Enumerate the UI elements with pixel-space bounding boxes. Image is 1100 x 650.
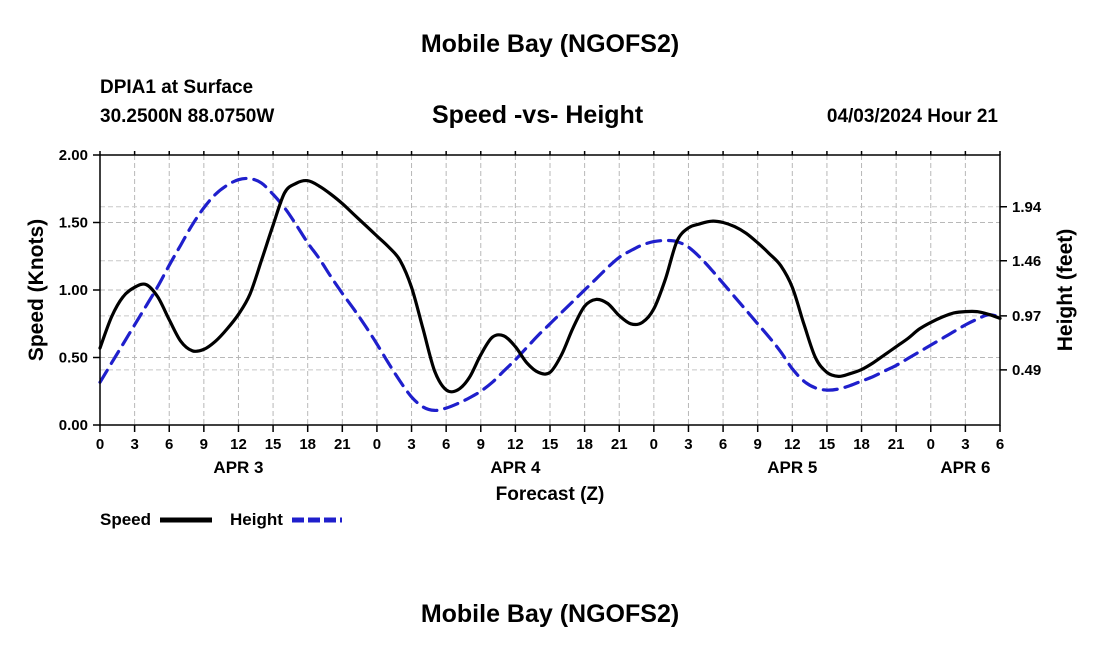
x-tick-label: 18: [576, 436, 593, 453]
y2-tick-label: 1.94: [1012, 199, 1042, 216]
y2-tick-label: 0.49: [1012, 362, 1041, 379]
y-axis-label: Speed (Knots): [25, 219, 48, 361]
x-axis-label: Forecast (Z): [496, 484, 605, 505]
y-tick-label: 2.00: [59, 147, 88, 164]
x-tick-label: 0: [650, 436, 658, 453]
date-label: APR 6: [940, 458, 990, 477]
x-tick-label: 15: [819, 436, 836, 453]
legend-label-height: Height: [230, 510, 283, 529]
series-layer: [98, 176, 1002, 413]
x-tick-label: 15: [542, 436, 559, 453]
x-tick-label: 0: [927, 436, 935, 453]
y2-axis-label: Height (feet): [1054, 229, 1077, 352]
legend: Speed Height: [100, 510, 342, 529]
y-tick-label: 1.50: [59, 215, 88, 232]
x-tick-label: 3: [684, 436, 692, 453]
station-label: DPIA1 at Surface: [100, 77, 254, 98]
speed-height-chart: 0 3 6 9 12 15 18 21 0 3 6 9 12 15 18 21 0 3 6 9 12 15 18 21 0 3 6 0…: [25, 147, 1077, 529]
x-tick-label: 9: [477, 436, 485, 453]
x-tick-label: 21: [611, 436, 628, 453]
x-tick-label: 6: [996, 436, 1004, 453]
x-tick-label: 18: [299, 436, 316, 453]
x-tick-label: 6: [165, 436, 173, 453]
y2-tick-label: 1.46: [1012, 253, 1041, 270]
legend-label-speed: Speed: [100, 510, 151, 529]
x-tick-label: 3: [407, 436, 415, 453]
coordinates-label: 30.2500N 88.0750W: [100, 106, 275, 127]
date-label: APR 4: [490, 458, 541, 477]
x-tick-label: 6: [719, 436, 727, 453]
chart-title: Mobile Bay (NGOFS2): [420, 30, 680, 58]
footer-title: Mobile Bay (NGOFS2): [420, 600, 680, 628]
series-line-speed: [98, 178, 1002, 394]
forecast-datetime: 04/03/2024 Hour 21: [826, 106, 998, 127]
x-tick-label: 0: [96, 436, 104, 453]
chart-subtitle: Speed -vs- Height: [432, 101, 644, 129]
x-tick-label: 0: [373, 436, 381, 453]
x-tick-label: 9: [754, 436, 762, 453]
x-tick-label: 9: [200, 436, 208, 453]
x-tick-label: 3: [130, 436, 138, 453]
grid-lines: [99, 154, 1001, 426]
x-tick-label: 15: [265, 436, 282, 453]
x-tick-label: 18: [853, 436, 870, 453]
x-tick-label: 21: [888, 436, 905, 453]
y-tick-label: 0.00: [59, 417, 88, 434]
x-tick-label: 12: [507, 436, 524, 453]
y2-tick-label: 0.97: [1012, 308, 1041, 325]
series-line-height: [98, 176, 1002, 413]
x-tick-label: 12: [784, 436, 801, 453]
x-tick-label: 21: [334, 436, 351, 453]
x-tick-label: 12: [230, 436, 247, 453]
x-tick-label: 3: [961, 436, 969, 453]
y-tick-label: 1.00: [59, 282, 88, 299]
x-tick-label: 6: [442, 436, 450, 453]
date-label: APR 3: [213, 458, 263, 477]
y-tick-label: 0.50: [59, 350, 88, 367]
date-label: APR 5: [767, 458, 817, 477]
axis-ticks: 0 3 6 9 12 15 18 21 0 3 6 9 12 15 18 21 0 3 6 9 12 15 18 21 0 3 6 0…: [59, 147, 1042, 477]
